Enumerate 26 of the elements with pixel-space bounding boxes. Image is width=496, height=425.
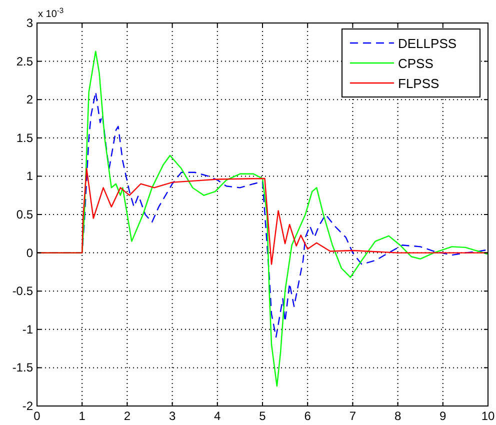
y-tick-label: 2 bbox=[26, 92, 34, 107]
x-tick-label: 7 bbox=[349, 409, 356, 423]
legend-label: DELLPSS bbox=[398, 36, 457, 51]
x-tick-label: 2 bbox=[124, 409, 131, 423]
x-tick-label: 8 bbox=[394, 409, 402, 423]
y-tick-label: 0 bbox=[26, 246, 34, 260]
x-tick-label: 6 bbox=[304, 409, 312, 423]
y-tick-label: -0.5 bbox=[12, 284, 34, 298]
y-tick-label: 0.5 bbox=[16, 208, 34, 222]
text: x 10$^{-3}$ bbox=[38, 6, 64, 20]
legend-label: FLPSS bbox=[398, 76, 440, 91]
x-tick-label: 1 bbox=[78, 409, 86, 423]
y-tick-label: 1 bbox=[26, 169, 34, 184]
x-tick-label: 5 bbox=[259, 409, 266, 423]
y-tick-label: -1 bbox=[22, 322, 34, 336]
line-series bbox=[36, 168, 489, 265]
x-tick-label: 9 bbox=[440, 409, 447, 423]
y-tick-label: -2 bbox=[22, 399, 34, 413]
y-tick-label: 2.5 bbox=[16, 54, 34, 68]
y-tick-label: 1.5 bbox=[16, 130, 34, 145]
y-tick-label: -1.5 bbox=[12, 360, 34, 375]
legend-label: CPSS bbox=[398, 56, 434, 71]
y-tick-label: 3 bbox=[26, 16, 34, 30]
x-tick-label: 3 bbox=[168, 409, 176, 423]
x-tick-label: 4 bbox=[214, 409, 222, 423]
x-tick-label: 10 bbox=[481, 409, 495, 423]
